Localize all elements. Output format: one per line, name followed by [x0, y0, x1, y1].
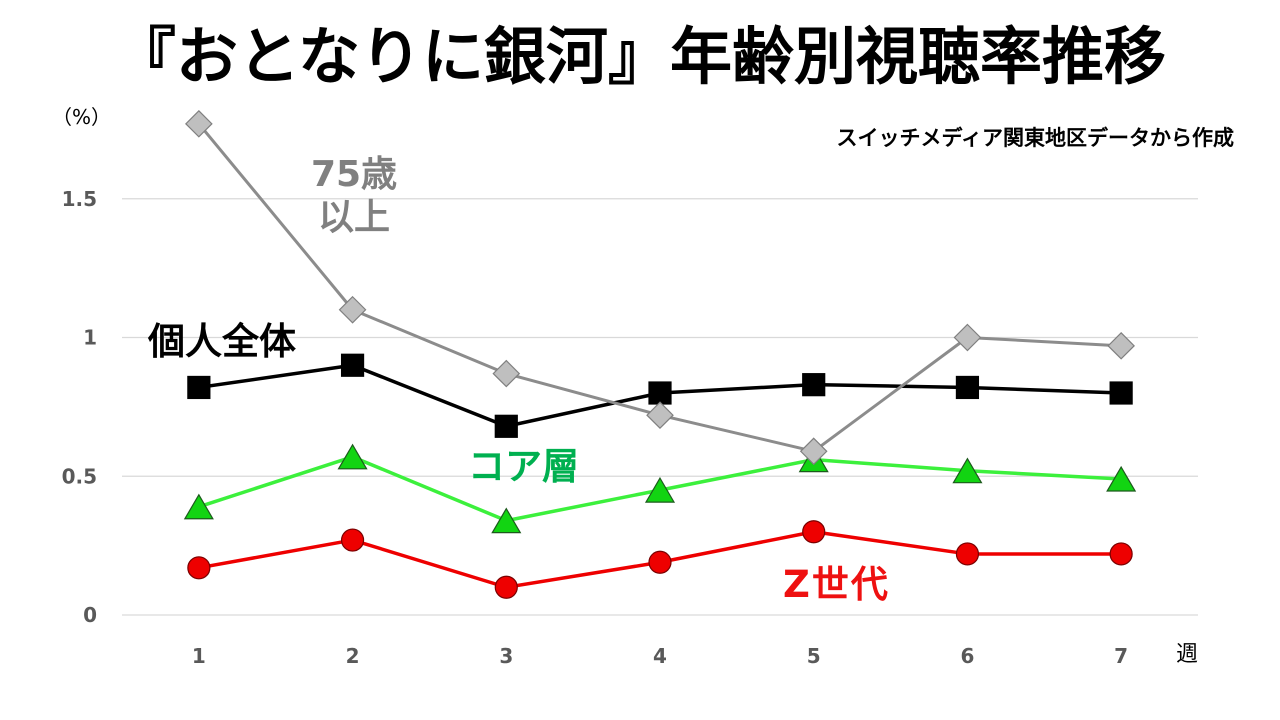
data-point-core-week-2 [337, 443, 368, 470]
data-point-gen-z-week-6 [955, 542, 980, 566]
x-tick-label: 1 [192, 644, 206, 668]
data-point-core-week-3 [491, 507, 522, 534]
data-point-all-individuals-week-1 [187, 375, 211, 400]
data-point-gen-z-week-2 [340, 528, 365, 552]
gridlines [122, 198, 1198, 616]
data-point-age-75-plus-week-2 [338, 295, 367, 324]
x-axis-label: 週 [1176, 642, 1199, 667]
x-tick-label: 7 [1114, 644, 1128, 668]
data-point-all-individuals-week-6 [955, 375, 980, 400]
data-point-gen-z-week-4 [648, 550, 672, 574]
data-point-gen-z-week-7 [1109, 542, 1133, 566]
series-gen-z [187, 520, 1133, 599]
x-tick-label: 4 [653, 644, 667, 668]
source-note: スイッチメディア関東地区データから作成 [836, 126, 1234, 150]
y-tick-label: 0.5 [62, 464, 97, 488]
y-tick-label: 1 [83, 326, 97, 350]
y-axis-unit-label: （%） [52, 105, 112, 129]
data-point-gen-z-week-3 [494, 575, 518, 599]
series-core [183, 443, 1137, 534]
x-tick-label: 6 [960, 644, 974, 668]
chart-title: 『おとなりに銀河』年齢別視聴率推移 [113, 20, 1167, 93]
y-tick-label: 1.5 [62, 187, 97, 211]
data-point-all-individuals-week-2 [340, 353, 365, 377]
series-label-all-individuals: 個人全体 [148, 320, 296, 363]
data-point-age-75-plus-week-6 [953, 323, 982, 352]
data-point-age-75-plus-week-4 [646, 401, 674, 430]
data-point-core-week-6 [952, 457, 983, 484]
data-point-age-75-plus-week-5 [799, 437, 828, 466]
x-tick-label: 3 [499, 644, 513, 668]
data-point-all-individuals-week-5 [802, 373, 826, 397]
data-point-all-individuals-week-7 [1109, 381, 1133, 405]
data-point-age-75-plus-week-7 [1107, 331, 1135, 360]
data-point-core-week-4 [644, 476, 676, 503]
data-point-all-individuals-week-4 [648, 381, 672, 405]
y-tick-label: 0 [83, 603, 97, 627]
data-point-age-75-plus-week-3 [492, 359, 521, 388]
data-point-gen-z-week-1 [187, 556, 211, 580]
data-point-gen-z-week-5 [802, 520, 826, 544]
x-tick-label: 2 [346, 644, 360, 668]
data-point-all-individuals-week-3 [494, 414, 518, 438]
data-point-core-week-7 [1106, 465, 1137, 492]
series-label-age-75-plus: 75歳以上 [310, 154, 398, 238]
data-point-age-75-plus-week-1 [185, 109, 213, 138]
x-tick-label: 5 [807, 644, 821, 668]
data-point-core-week-1 [183, 493, 214, 520]
series-age-75-plus [185, 109, 1135, 466]
series-label-gen-z: Z世代 [783, 563, 890, 606]
series-label-core: コア層 [468, 445, 579, 488]
